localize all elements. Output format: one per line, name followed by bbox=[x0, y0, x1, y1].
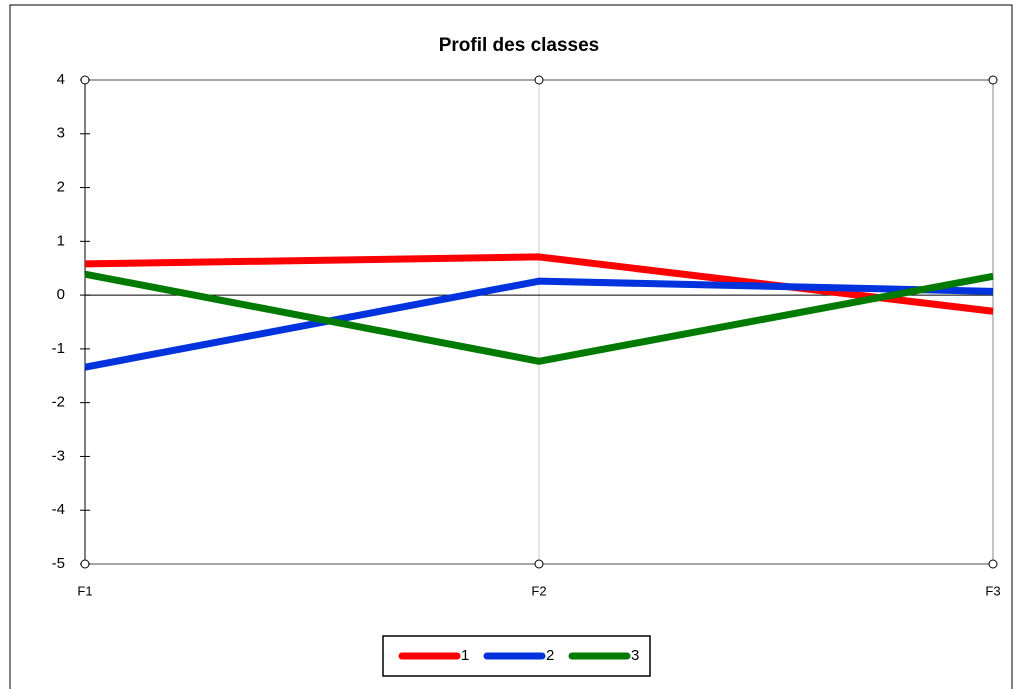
y-tick-label: -2 bbox=[52, 394, 65, 411]
y-tick-label: 2 bbox=[57, 179, 65, 196]
y-tick-label: -1 bbox=[52, 340, 65, 357]
y-tick-label: -4 bbox=[52, 501, 65, 518]
category-marker bbox=[80, 559, 90, 569]
category-marker bbox=[80, 75, 90, 85]
series-line bbox=[84, 253, 994, 315]
category-marker bbox=[534, 559, 544, 569]
y-tick-label: -5 bbox=[52, 555, 65, 572]
y-tick-label: 3 bbox=[57, 125, 65, 142]
legend-label: 2 bbox=[546, 647, 554, 664]
x-tick-label: F1 bbox=[77, 583, 92, 598]
y-tick-label: 4 bbox=[57, 71, 65, 88]
x-tick-label: F2 bbox=[531, 583, 546, 598]
series-line bbox=[84, 270, 994, 365]
y-tick-label: 1 bbox=[57, 232, 65, 249]
x-tick-label: F3 bbox=[985, 583, 1000, 598]
legend-label: 3 bbox=[631, 647, 639, 664]
y-tick-label: -3 bbox=[52, 447, 65, 464]
chart-title: Profil des classes bbox=[439, 35, 600, 56]
category-marker bbox=[988, 559, 998, 569]
category-marker bbox=[534, 75, 544, 85]
legend-label: 1 bbox=[461, 647, 469, 664]
chart-frame bbox=[9, 4, 1013, 689]
y-tick-label: 0 bbox=[57, 286, 65, 303]
category-marker bbox=[988, 75, 998, 85]
series-line bbox=[84, 277, 994, 371]
